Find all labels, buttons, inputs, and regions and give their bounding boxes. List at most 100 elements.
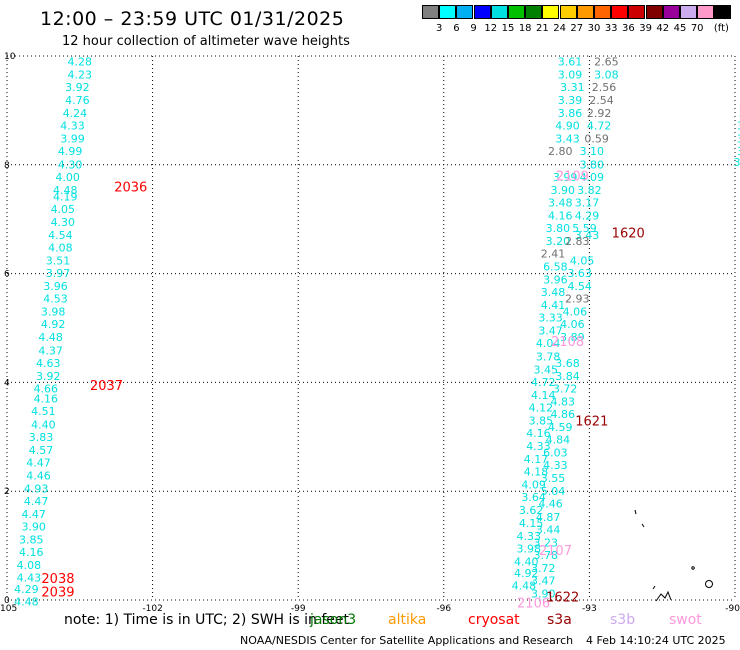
wave-height-label: 4.40 xyxy=(31,418,56,431)
wave-height-label: 4.66 xyxy=(34,382,59,395)
wave-height-label: 4.00 xyxy=(55,171,80,184)
wave-height-label: 3.62 xyxy=(519,504,544,517)
wave-height-label: 3.48 xyxy=(541,286,566,299)
wave-height-label: 3.90 xyxy=(550,184,575,197)
wave-height-label: 3.48 xyxy=(548,196,573,209)
wave-height-label: 4.46 xyxy=(26,469,51,482)
y-tick-label: 0 xyxy=(4,596,10,606)
wave-height-label: 3.82 xyxy=(577,184,602,197)
wave-height-label: 4.47 xyxy=(26,456,51,469)
wave-height-label: 4.33 xyxy=(526,440,551,453)
wave-height-label: 2.56 xyxy=(592,81,617,94)
wave-height-label: 4.53 xyxy=(43,293,68,306)
legend-swatch xyxy=(473,5,491,19)
wave-height-label: 4.19 xyxy=(53,190,78,203)
wave-height-label: 3.72 xyxy=(531,562,556,575)
y-tick-label: 8 xyxy=(4,161,10,171)
y-tick-label: 4 xyxy=(4,378,10,388)
wave-height-label: 4.28 xyxy=(68,55,93,68)
wave-height-label: 4.05 xyxy=(570,255,595,268)
legend-swatch xyxy=(714,5,732,19)
wave-height-label: 4.47 xyxy=(24,495,49,508)
wave-height-label: 4.33 xyxy=(60,120,85,133)
wave-height-label: 4.24 xyxy=(63,107,88,120)
wave-height-label: 4.16 xyxy=(19,546,44,559)
legend-label: 27 xyxy=(570,23,584,34)
wave-height-label: 4.92 xyxy=(514,567,539,580)
wave-height-label: 3.47 xyxy=(538,325,563,338)
wave-height-label: 3.99 xyxy=(553,171,578,184)
legend-swatch xyxy=(439,5,457,19)
legend-swatch xyxy=(645,5,663,19)
legend-swatch xyxy=(422,5,439,19)
wave-height-label: 0.59 xyxy=(584,133,609,146)
legend-swatch xyxy=(508,5,525,19)
wave-height-label: 4.30 xyxy=(51,216,76,229)
x-tick-label: -90 xyxy=(725,604,740,614)
wave-height-label: 4.54 xyxy=(567,280,592,293)
legend-label: 36 xyxy=(622,23,635,34)
wave-height-label: 3.99 xyxy=(60,133,85,146)
wave-height-label: 4.57 xyxy=(29,444,54,457)
wave-height-label: 4.83 xyxy=(550,395,575,408)
wave-height-label: 4.15 xyxy=(519,517,544,530)
wave-height-label: 3.83 xyxy=(29,431,54,444)
wave-height-label: 4.08 xyxy=(17,559,42,572)
wave-height-label: 4.06 xyxy=(560,318,585,331)
wave-height-label: 4.17 xyxy=(524,453,549,466)
wave-height-label: 3.92 xyxy=(36,370,61,383)
legend-label: 39 xyxy=(639,23,652,34)
wave-height-label: 3.78 xyxy=(533,549,558,562)
wave-height-label: 3.33 xyxy=(538,312,563,325)
wave-height-label: 3.31 xyxy=(560,81,585,94)
wave-height-label: 3.90 xyxy=(21,521,46,534)
wave-height-label: 3.43 xyxy=(555,133,580,146)
wave-height-label: 4.93 xyxy=(24,482,49,495)
pass-number-label: 2109 xyxy=(556,170,589,185)
wave-height-label: 3.80 xyxy=(580,158,605,171)
wave-height-label: 4.05 xyxy=(51,203,76,216)
wave-height-label: 5.59 xyxy=(572,222,597,235)
y-tick-label: 2 xyxy=(4,487,10,497)
wave-height-label: 3.09 xyxy=(558,68,583,81)
wave-height-label: 4.18 xyxy=(524,466,549,479)
pass-number-label: 1620 xyxy=(612,226,645,241)
wave-height-label: 4.16 xyxy=(34,393,59,406)
wave-height-label: 2.65 xyxy=(594,55,619,68)
legend-swatch xyxy=(559,5,577,19)
wave-height-label: 4.84 xyxy=(546,434,571,447)
wave-height-label: 2.41 xyxy=(541,247,566,260)
mission-label: altika xyxy=(388,612,427,628)
wave-height-label: 4.51 xyxy=(31,405,56,418)
wave-height-label: 3.51 xyxy=(46,255,71,268)
wave-height-label: 4.33 xyxy=(543,459,568,472)
timestamp: 4 Feb 14:10:24 UTC 2025 xyxy=(586,634,726,647)
legend-swatch xyxy=(525,5,543,19)
wave-height-label: 3.84 xyxy=(555,370,580,383)
pass-number-label: 2036 xyxy=(114,181,147,196)
legend-swatch xyxy=(680,5,697,19)
wave-height-label: 3.63 xyxy=(567,267,592,280)
wave-height-label: 3.85 xyxy=(529,414,554,427)
wave-height-label: 4.37 xyxy=(38,344,63,357)
pass-number-label: 1621 xyxy=(575,414,608,429)
legend-label: 45 xyxy=(673,23,687,34)
x-tick-label: -102 xyxy=(142,604,162,614)
legend-swatch xyxy=(697,5,715,19)
wave-height-label: 3.89 xyxy=(560,331,585,344)
wave-height-label: 4.54 xyxy=(48,229,73,242)
wave-height-label: 3.64 xyxy=(521,491,546,504)
wave-height-label: 3.23 xyxy=(533,536,558,549)
wave-height-label: 2.93 xyxy=(565,293,590,306)
wave-height-label: 3.92 xyxy=(65,81,90,94)
pass-number-label: 2038 xyxy=(41,572,74,587)
wave-height-label: 4.99 xyxy=(58,145,83,158)
wave-height-label: 4.63 xyxy=(36,357,61,370)
legend-swatch xyxy=(628,5,646,19)
legend-unit: (ft) xyxy=(713,23,729,34)
wave-height-label: 2.83 xyxy=(565,235,590,248)
wave-height-label: 4.86 xyxy=(550,408,575,421)
mission-label: jason3 xyxy=(310,612,357,628)
credit-line: NOAA/NESDIS Center for Satellite Applica… xyxy=(240,634,574,647)
wave-height-label: 4.48 xyxy=(512,579,537,592)
